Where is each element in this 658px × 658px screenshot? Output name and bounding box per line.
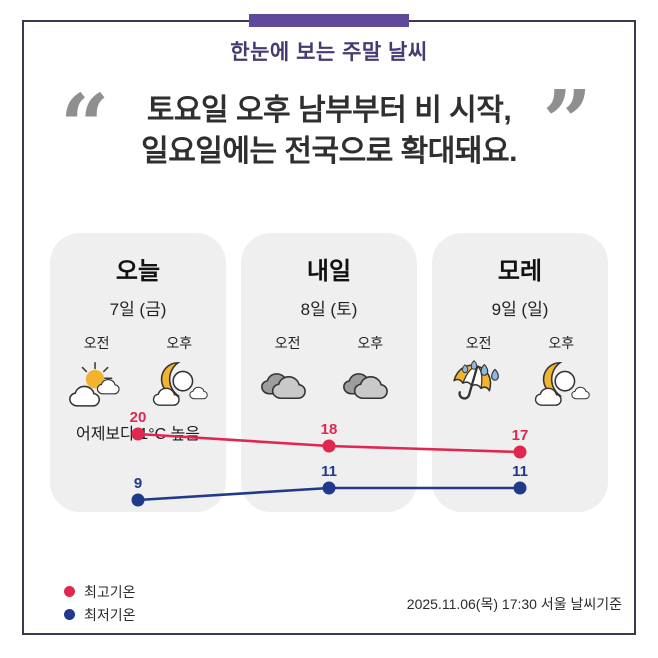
moon-with-cloud-icon [153, 361, 209, 406]
card-date: 9일 (일) [491, 300, 549, 319]
periods-row: 오전 오후 [241, 333, 417, 410]
morning-label: 오전 [83, 335, 110, 351]
forecast-card-day-after: 모레 9일 (일) 오전 [432, 233, 608, 512]
headline-line-1: 토요일 오후 남부부터 비 시작, [146, 94, 512, 127]
chart-legend: 최고기온 최저기온 [64, 580, 136, 626]
card-date: 7일 (금) [109, 300, 167, 319]
morning-label: 오전 [465, 335, 492, 351]
headline-line-2: 일요일에는 전국으로 확대돼요. [141, 135, 517, 168]
open-quote-icon: “ [60, 76, 110, 177]
forecast-card-today: 오늘 7일 (금) 오전 오후 [50, 233, 226, 512]
source-timestamp: 2025.11.06(목) 17:30 서울 날씨기준 [406, 596, 622, 612]
morning-period: 오전 [61, 333, 133, 410]
afternoon-period: 오후 [525, 333, 597, 410]
forecast-cards: 오늘 7일 (금) 오전 오후 [50, 233, 608, 512]
afternoon-period: 오후 [143, 333, 215, 410]
afternoon-period: 오후 [334, 333, 406, 410]
morning-period: 오전 [443, 333, 515, 410]
morning-label: 오전 [274, 335, 301, 351]
afternoon-label: 오후 [166, 335, 193, 351]
legend-item-low: 최저기온 [64, 603, 136, 626]
afternoon-label: 오후 [357, 335, 384, 351]
headline-quote: 토요일 오후 남부부터 비 시작, 일요일에는 전국으로 확대돼요. [0, 90, 658, 172]
close-quote-icon: ” [542, 72, 592, 173]
clouds-icon [343, 373, 389, 400]
umbrella-rain-icon [452, 360, 499, 400]
afternoon-label: 오후 [548, 335, 575, 351]
card-title: 내일 [306, 258, 352, 285]
periods-row: 오전 오후 [50, 333, 226, 410]
sun-behind-cloud-icon [68, 361, 120, 407]
high-temp-label: 최고기온 [84, 583, 136, 600]
high-temp-dot-icon [64, 586, 75, 597]
moon-with-cloud-icon [535, 361, 591, 406]
clouds-icon [260, 373, 306, 400]
card-date: 8일 (토) [300, 300, 358, 319]
morning-period: 오전 [252, 333, 324, 410]
page-title: 한눈에 보는 주말 날씨 [230, 41, 428, 64]
legend-item-high: 최고기온 [64, 580, 136, 603]
forecast-card-tomorrow: 내일 8일 (토) 오전 오후 [241, 233, 417, 512]
low-temp-dot-icon [64, 609, 75, 620]
card-title: 모레 [497, 258, 543, 285]
temperature-note: 어제보다 1°C 높음 [75, 426, 201, 443]
header-accent-bar [249, 14, 409, 27]
periods-row: 오전 오후 [432, 333, 608, 410]
card-title: 오늘 [115, 258, 161, 285]
low-temp-label: 최저기온 [84, 606, 136, 623]
